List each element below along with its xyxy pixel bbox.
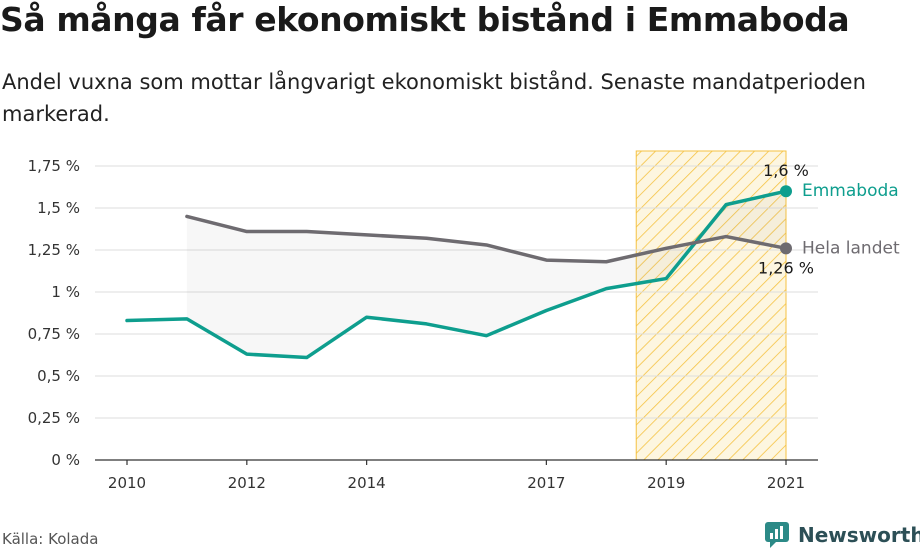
x-tick-label: 2014 bbox=[348, 474, 386, 492]
highlight-period bbox=[635, 150, 787, 461]
series-line-emmaboda bbox=[125, 189, 788, 360]
end-value-label: 1,6 % bbox=[763, 161, 809, 180]
y-tick-label: 1 % bbox=[51, 283, 80, 301]
y-tick-label: 0,25 % bbox=[28, 409, 80, 427]
y-tick-label: 0,5 % bbox=[37, 367, 80, 385]
newsworthy-logo-icon bbox=[765, 522, 789, 548]
end-value-label: 1,26 % bbox=[758, 258, 814, 277]
series-name-label: Hela landet bbox=[802, 238, 900, 258]
source-note: Källa: Kolada bbox=[2, 530, 99, 548]
y-tick-label: 0,75 % bbox=[28, 325, 80, 343]
x-tick-label: 2017 bbox=[527, 474, 565, 492]
x-tick-label: 2010 bbox=[108, 474, 146, 492]
series-endpoint bbox=[780, 185, 792, 198]
brand-name: Newsworthy bbox=[798, 523, 920, 547]
y-tick-label: 0 % bbox=[51, 451, 80, 469]
x-tick-label: 2021 bbox=[767, 474, 805, 492]
x-tick-label: 2019 bbox=[647, 474, 685, 492]
y-tick-label: 1,25 % bbox=[28, 241, 80, 259]
x-tick-label: 2012 bbox=[228, 474, 266, 492]
newsworthy-brand: Newsworthy bbox=[764, 520, 920, 550]
series-line-hela-landet bbox=[185, 214, 788, 264]
chart-subtitle: Andel vuxna som mottar långvarigt ekonom… bbox=[2, 70, 866, 126]
series-gap-area bbox=[186, 191, 787, 358]
y-tick-label: 1,75 % bbox=[28, 157, 80, 175]
series-endpoint bbox=[780, 242, 792, 255]
y-tick-label: 1,5 % bbox=[37, 199, 80, 217]
series-name-label: Emmaboda bbox=[802, 181, 899, 201]
chart-title: Så många får ekonomiskt bistånd i Emmabo… bbox=[0, 0, 850, 39]
